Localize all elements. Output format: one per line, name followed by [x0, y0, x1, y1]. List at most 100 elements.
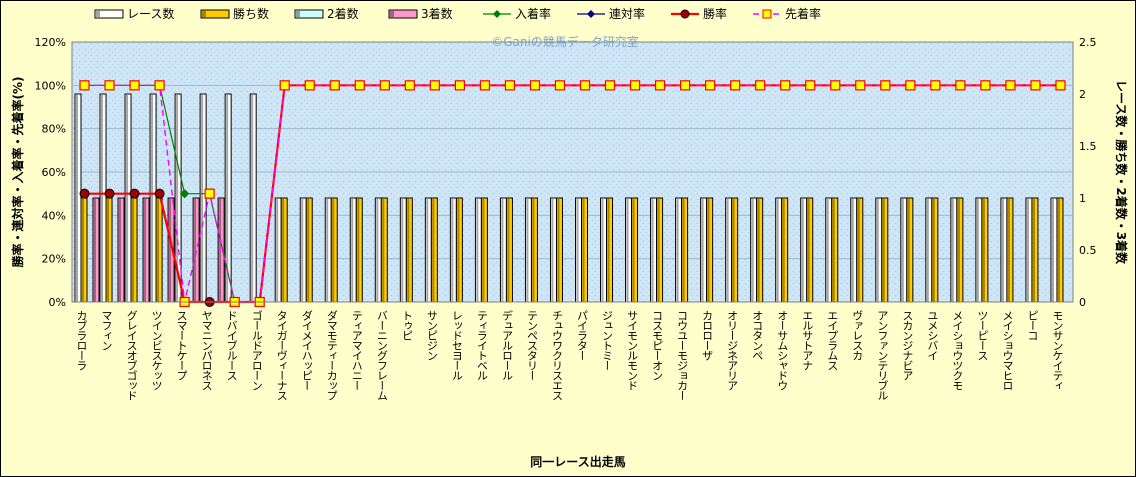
category-label: メイショウマヒロ [1001, 310, 1014, 390]
legend-label: レース数 [127, 6, 174, 21]
right-tick-label: 2.5 [1079, 36, 1097, 49]
legend-item: 勝率 [671, 6, 727, 21]
bar [330, 197, 338, 303]
category-label: コウユーモジョカー [676, 310, 689, 400]
right-tick-label: 0.5 [1079, 244, 1097, 257]
category-label: スマートケープ [175, 310, 188, 381]
bar [600, 197, 608, 303]
legend-item: 2着数 [294, 6, 359, 21]
bar [925, 197, 933, 303]
data-point [1030, 80, 1041, 91]
bar [931, 197, 939, 303]
bar [1000, 197, 1008, 303]
data-point [830, 80, 841, 91]
data-point [955, 80, 966, 91]
bar [981, 197, 989, 303]
bar [900, 197, 908, 303]
category-label: パイラター [576, 310, 589, 360]
legend-item: 連対率 [577, 6, 645, 21]
left-tick-label: 20% [42, 253, 66, 266]
legend-label: 入着率 [515, 6, 551, 21]
bar [499, 197, 507, 303]
bar [625, 197, 633, 303]
bar [305, 197, 313, 303]
category-label: カロローザ [701, 310, 714, 361]
category-label: サイモンルモンド [626, 310, 639, 390]
data-point [104, 80, 115, 91]
left-tick-label: 40% [42, 209, 66, 222]
category-label: ドバイブルース [225, 310, 238, 381]
line-series [79, 80, 1066, 308]
bar [92, 197, 100, 303]
data-point [529, 80, 541, 91]
data-point [404, 80, 415, 91]
category-label: カブラローラ [75, 310, 88, 371]
bar [1025, 197, 1033, 303]
bar [1031, 197, 1039, 303]
series-line [84, 84, 1061, 303]
category-label: マフィン [100, 310, 113, 350]
left-tick-label: 60% [42, 166, 66, 179]
data-point [129, 80, 140, 91]
bar [575, 197, 582, 303]
bar [505, 197, 513, 303]
data-point [454, 80, 465, 91]
bar [474, 197, 482, 303]
data-point [104, 188, 115, 199]
category-label: ジュントミー [601, 310, 614, 370]
category-label: ヤマニンパロネス [200, 310, 213, 391]
bar [756, 197, 764, 303]
bar [380, 197, 388, 303]
bar [706, 197, 714, 303]
bar [606, 197, 614, 303]
bar [249, 93, 257, 303]
data-point [930, 80, 941, 91]
bar [975, 197, 983, 303]
bar [800, 197, 808, 303]
category-label: ゴールドアローン [250, 309, 263, 390]
right-axis-title: レース数・勝ち数・2着数・3着数 [1114, 80, 1129, 265]
data-point [79, 80, 90, 91]
legend-label: 勝ち数 [233, 6, 269, 21]
category-label: レッドセヨール [450, 310, 463, 380]
data-point [680, 80, 691, 91]
data-point [204, 188, 215, 199]
data-point [1055, 80, 1066, 91]
data-point [429, 80, 440, 91]
bar [825, 197, 833, 303]
legend-item: 勝ち数 [200, 6, 269, 21]
data-point [654, 80, 666, 91]
bar [950, 197, 958, 303]
bar [1056, 197, 1064, 303]
data-point [980, 80, 991, 91]
legend-label: 3着数 [421, 6, 453, 21]
bar [831, 197, 839, 303]
bar [725, 197, 733, 303]
data-point [504, 80, 516, 91]
category-label: モンサンケイティ [1051, 310, 1064, 390]
bar [850, 197, 858, 303]
data-point [1005, 80, 1016, 91]
bar [455, 197, 463, 303]
bar [324, 197, 332, 303]
category-label: デュアルロール [500, 309, 513, 380]
data-point [780, 80, 791, 91]
bar [650, 197, 658, 303]
bar [155, 197, 163, 303]
bar [274, 197, 282, 303]
data-point [579, 80, 591, 91]
legend-label: 先着率 [785, 6, 821, 21]
bar [374, 197, 382, 303]
category-label: ヴァレスカ [851, 310, 864, 361]
category-label: グレイスオブゴッド [125, 310, 138, 400]
watermark: ©Ganiの競馬データ研究室 [491, 34, 639, 49]
bar [355, 197, 363, 303]
bar [1050, 197, 1058, 303]
axes: 0% 20% 40% 60% 80% 100% 120% 0 0.5 1 1.5 2 2.5 カブラローラ… [35, 36, 1097, 401]
bar [681, 197, 689, 303]
data-point [554, 80, 566, 91]
category-label: ユメシバイ [926, 310, 939, 360]
category-label: オリージネアリア [726, 310, 739, 391]
bar [480, 197, 488, 303]
